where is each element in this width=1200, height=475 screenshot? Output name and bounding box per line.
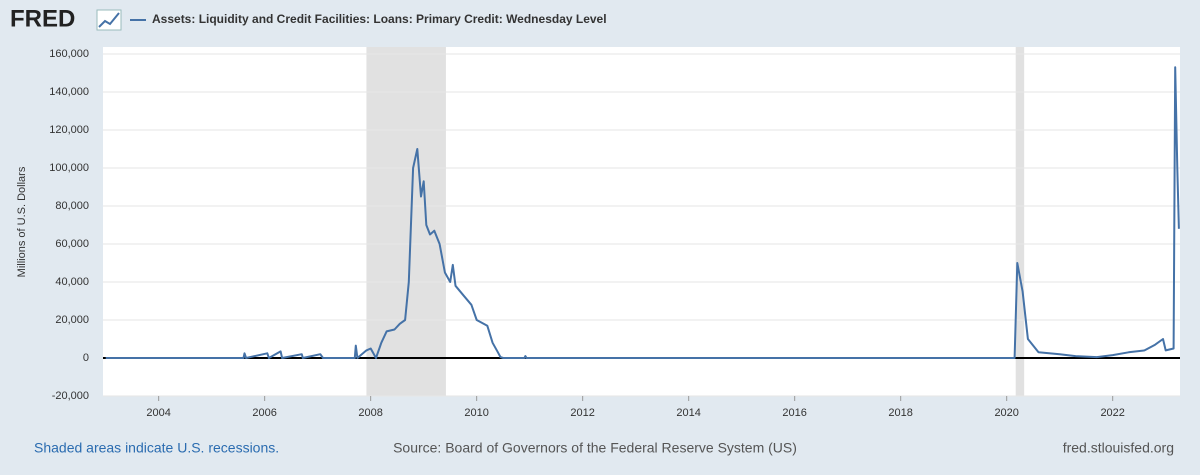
legend-label: Assets: Liquidity and Credit Facilities:… [152, 12, 607, 26]
y-tick-label: 160,000 [49, 48, 89, 60]
x-tick-label: 2020 [994, 407, 1018, 419]
recession-note[interactable]: Shaded areas indicate U.S. recessions. [34, 440, 279, 456]
logo-icon [96, 9, 122, 31]
y-tick-label: 140,000 [49, 86, 89, 98]
y-axis-label: Millions of U.S. Dollars [16, 166, 28, 277]
x-tick-label: 2014 [676, 407, 700, 419]
y-tick-label: -20,000 [52, 390, 89, 402]
site[interactable]: fred.stlouisfed.org [1063, 440, 1174, 456]
x-tick-label: 2010 [464, 407, 488, 419]
x-tick-label: 2008 [358, 407, 382, 419]
x-tick-label: 2006 [252, 407, 276, 419]
y-tick-label: 0 [83, 352, 89, 364]
x-tick-label: 2016 [782, 407, 806, 419]
x-tick-label: 2004 [146, 407, 170, 419]
plot-area [103, 47, 1180, 396]
y-tick-label: 40,000 [55, 276, 89, 288]
data-line [105, 66, 1180, 359]
x-tick-label: 2018 [888, 407, 912, 419]
recession-band [1015, 47, 1025, 396]
logo: FRED [10, 5, 75, 32]
y-tick-label: 80,000 [55, 200, 89, 212]
x-tick-label: 2012 [570, 407, 594, 419]
x-tick-label: 2022 [1100, 407, 1124, 419]
recession-band [366, 47, 446, 396]
source: Source: Board of Governors of the Federa… [393, 440, 797, 456]
y-tick-label: 120,000 [49, 124, 89, 136]
y-tick-label: 100,000 [49, 162, 89, 174]
y-tick-label: 20,000 [55, 314, 89, 326]
y-tick-label: 60,000 [55, 238, 89, 250]
